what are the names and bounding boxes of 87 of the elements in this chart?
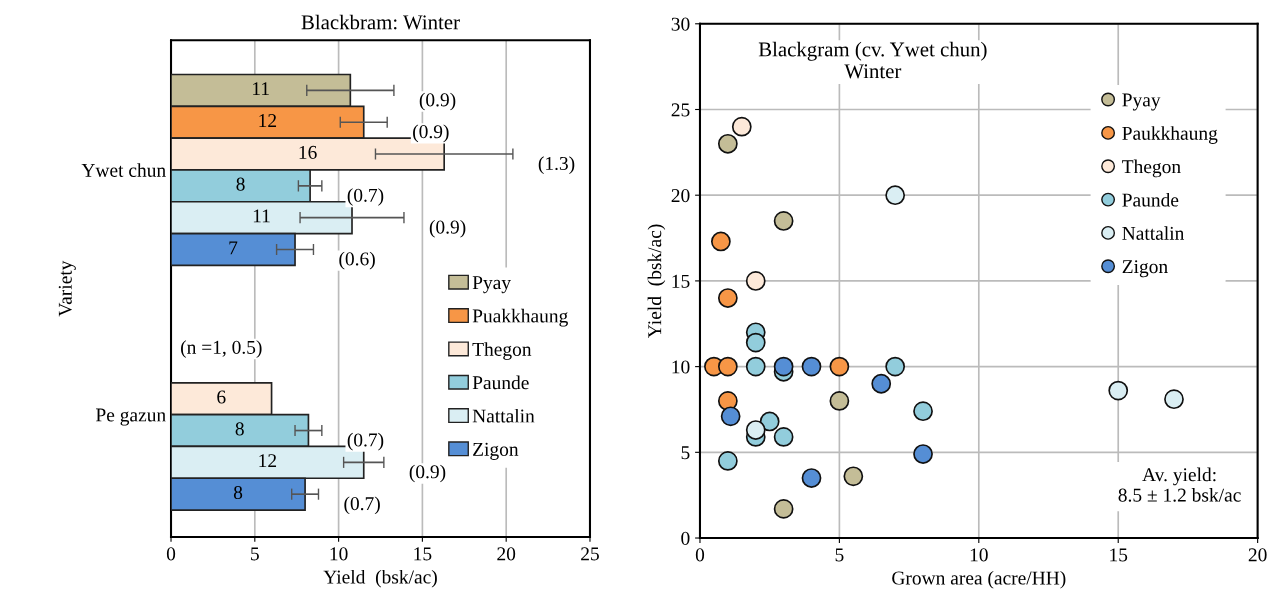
y-tick-label: 20 bbox=[671, 189, 690, 203]
point bbox=[885, 185, 906, 206]
legend-label: Pyay bbox=[472, 276, 511, 294]
data-label: 6 bbox=[217, 390, 226, 404]
y-tick-label: 15 bbox=[672, 274, 690, 288]
x-tick-label: 10 bbox=[330, 547, 348, 561]
y-axis-title: Variety bbox=[58, 260, 76, 317]
point bbox=[717, 450, 738, 471]
y-axis-title: Yield (bsk/ac) bbox=[647, 224, 666, 338]
point bbox=[1108, 380, 1129, 401]
y-tick-label: 30 bbox=[671, 17, 690, 31]
annotation: (0.9) bbox=[409, 464, 446, 483]
data-label: 11 bbox=[253, 209, 270, 223]
point bbox=[843, 466, 864, 487]
legend-label: Nattalin bbox=[1122, 226, 1185, 240]
text: Blackgram (cv. Ywet chun) Winter bbox=[758, 41, 987, 79]
annotation: (0.9) bbox=[413, 124, 449, 143]
data-label: 12 bbox=[259, 114, 277, 127]
x-tick-label: 25 bbox=[581, 547, 599, 561]
x-tick-label: 5 bbox=[835, 548, 844, 562]
y-tick-label: Ywet chun bbox=[81, 163, 166, 177]
data-label: 8 bbox=[233, 485, 243, 500]
legend-label: Pyay bbox=[1122, 93, 1161, 111]
point bbox=[773, 211, 794, 231]
legend-label: Puakkhaung bbox=[472, 308, 568, 327]
data-label: 8 bbox=[235, 422, 244, 436]
annotation: (0.6) bbox=[339, 251, 375, 270]
annotation: (0.7) bbox=[344, 496, 380, 515]
x-tick-label: 0 bbox=[695, 548, 705, 562]
annotation: (0.7) bbox=[347, 432, 384, 451]
point bbox=[720, 406, 741, 427]
data-label: 12 bbox=[259, 454, 277, 468]
chart-title: Blackbram: Winter bbox=[301, 14, 460, 30]
annotation: (0.9) bbox=[419, 92, 456, 111]
data-label: 16 bbox=[299, 145, 317, 159]
x-tick-label: 10 bbox=[970, 548, 988, 562]
data-label: 11 bbox=[253, 82, 269, 96]
point bbox=[801, 356, 822, 377]
legend-label: Paunde bbox=[472, 375, 529, 390]
y-tick-label: Pe gazun bbox=[95, 408, 166, 426]
x-axis-title: Yield (bsk/ac) bbox=[323, 569, 437, 588]
point bbox=[913, 444, 933, 464]
y-tick-label: 0 bbox=[681, 531, 690, 545]
annotation: (0.7) bbox=[347, 188, 384, 206]
point bbox=[710, 231, 731, 252]
point bbox=[717, 288, 738, 308]
point bbox=[773, 498, 794, 519]
x-axis-title: Grown area (acre/HH) bbox=[892, 570, 1066, 589]
point bbox=[829, 391, 850, 411]
data-label: 8 bbox=[236, 177, 245, 191]
legend-label: Zigon bbox=[1122, 260, 1168, 278]
point bbox=[829, 356, 850, 377]
point bbox=[871, 373, 892, 394]
y-tick-label: 10 bbox=[672, 360, 690, 374]
annotation: Av. yield: 8.5 ± 1.2 bsk/ac bbox=[1118, 467, 1241, 502]
legend-label: Thegon bbox=[472, 342, 532, 360]
x-tick-label: 5 bbox=[251, 547, 259, 561]
point bbox=[1164, 389, 1184, 410]
y-tick-label: 25 bbox=[671, 103, 690, 117]
legend-label: Paunde bbox=[1122, 192, 1179, 207]
point bbox=[759, 411, 780, 432]
legend-label: Thegon bbox=[1122, 159, 1181, 178]
point bbox=[717, 133, 738, 154]
x-tick-label: 20 bbox=[1248, 548, 1267, 562]
annotation: (n =1, 0.5) bbox=[181, 340, 262, 358]
point bbox=[773, 356, 794, 377]
point bbox=[745, 271, 766, 291]
data-label: 7 bbox=[229, 241, 238, 255]
x-tick-label: 15 bbox=[414, 547, 432, 561]
point bbox=[731, 116, 752, 137]
x-tick-label: 0 bbox=[166, 547, 176, 561]
point bbox=[717, 356, 738, 377]
annotation: (0.9) bbox=[429, 219, 466, 238]
x-tick-label: 15 bbox=[1110, 548, 1128, 562]
annotation: (1.3) bbox=[538, 156, 575, 174]
point bbox=[885, 356, 906, 377]
legend-label: Zigon bbox=[473, 442, 519, 460]
point bbox=[801, 468, 822, 488]
point bbox=[773, 426, 794, 447]
point bbox=[745, 356, 766, 377]
legend-label: Paukkhaung bbox=[1122, 126, 1218, 144]
y-tick-label: 5 bbox=[681, 446, 690, 460]
point bbox=[745, 420, 766, 440]
point bbox=[745, 332, 766, 353]
legend-label: Nattalin bbox=[472, 408, 535, 423]
x-tick-label: 20 bbox=[497, 547, 516, 561]
point bbox=[913, 401, 933, 422]
